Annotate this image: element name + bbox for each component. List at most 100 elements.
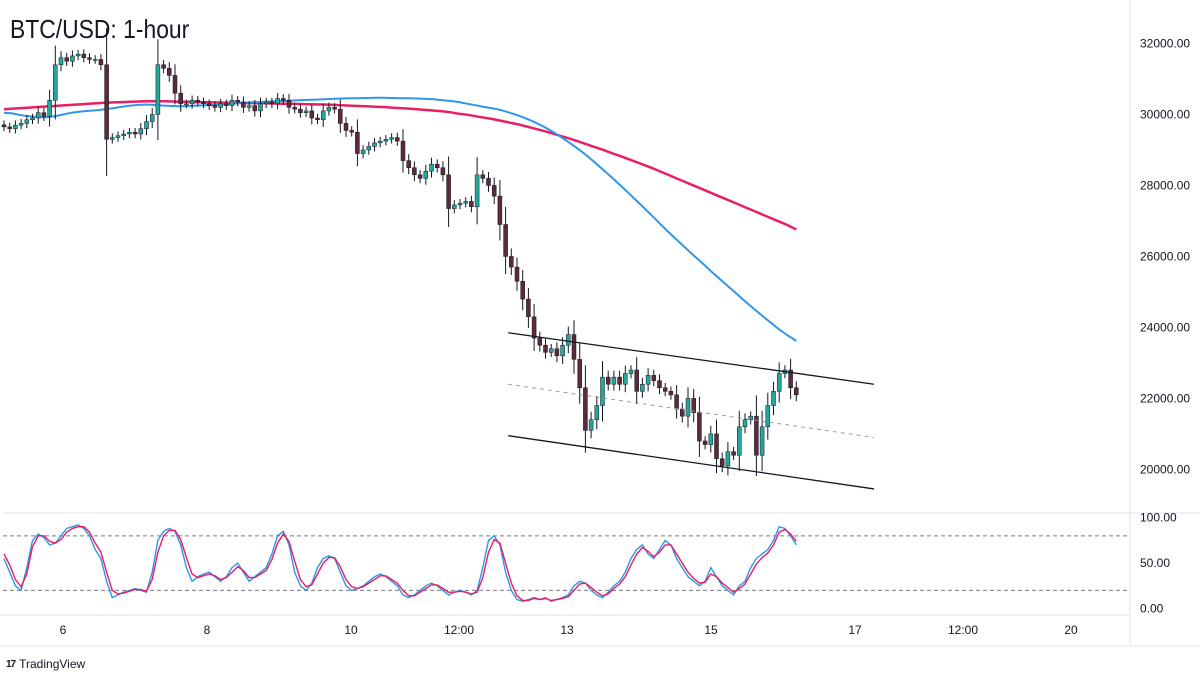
candle [674, 385, 679, 419]
candle [206, 99, 212, 110]
candle [98, 53, 104, 71]
candle-body [429, 163, 434, 172]
candle [765, 392, 771, 440]
candle [440, 161, 446, 182]
candle-body [742, 419, 748, 428]
candle [138, 123, 144, 140]
candle-body [172, 75, 178, 94]
candle [526, 287, 531, 328]
candle-body [434, 163, 440, 168]
candle-body [583, 387, 588, 431]
candle-body [702, 440, 708, 445]
time-tick-label: 6 [60, 623, 67, 637]
candle-body [571, 334, 577, 360]
candle [24, 115, 30, 129]
candle-body [161, 64, 166, 69]
brand: 17 TradingView [6, 657, 85, 671]
candle [315, 113, 320, 125]
candle [480, 170, 486, 184]
candle [189, 95, 195, 109]
candle-body [697, 412, 702, 442]
candle [309, 104, 315, 125]
candle-body [771, 391, 776, 406]
time-tick-label: 10 [344, 623, 358, 637]
candle [161, 59, 166, 74]
candle [281, 94, 286, 105]
candle-body [383, 139, 389, 142]
candle-body [1, 124, 7, 128]
candle [691, 388, 696, 423]
oscillator-tick-label: 100.00 [1140, 511, 1177, 525]
candle [395, 132, 400, 146]
candle-body [719, 458, 725, 467]
candle-body [281, 98, 286, 101]
candle-body [634, 369, 639, 392]
candle [224, 99, 229, 110]
candle [566, 326, 571, 354]
candle [731, 446, 736, 461]
candle [423, 164, 429, 185]
time-tick-label: 15 [704, 623, 718, 637]
candle-body [725, 451, 731, 467]
candle [628, 365, 634, 379]
candle-body [178, 92, 183, 105]
candle [577, 343, 582, 404]
candle-body [298, 108, 303, 113]
candle-body [457, 202, 463, 206]
candles [1, 28, 799, 476]
candle [668, 386, 674, 400]
candle [286, 93, 292, 114]
candle [47, 89, 52, 127]
candle-body [526, 298, 531, 318]
candle-body [537, 337, 543, 346]
candle-body [486, 178, 491, 186]
candle-body [366, 146, 372, 151]
candle-body [218, 103, 223, 108]
candle-body [127, 131, 132, 135]
candle [81, 49, 87, 63]
candle-body [657, 380, 662, 389]
candle-body [674, 394, 679, 410]
candle [212, 101, 218, 112]
candle [600, 361, 605, 422]
candle-body [463, 201, 468, 204]
candle-body [252, 105, 258, 112]
candle-body [645, 375, 651, 385]
candle-body [309, 110, 315, 119]
candle-body [417, 174, 423, 179]
candle [343, 116, 349, 137]
candle [560, 337, 565, 364]
candle-body [446, 174, 451, 209]
candle [742, 413, 748, 434]
candle [412, 161, 417, 182]
candle [70, 50, 75, 67]
time-tick-label: 12:00 [444, 623, 474, 637]
candle [13, 120, 18, 134]
candle-body [748, 415, 753, 420]
stochastic-panel [3, 524, 1130, 603]
candle-body [184, 103, 189, 106]
candle [35, 107, 41, 124]
candle-body [509, 256, 514, 268]
candle-body [714, 433, 719, 460]
candle [737, 410, 742, 472]
descending-channel [508, 332, 875, 490]
candle [366, 141, 372, 155]
candle [503, 206, 508, 275]
candle [246, 101, 252, 112]
chart-title: BTC/USD: 1-hour [10, 14, 190, 44]
candle [269, 97, 275, 109]
candle-body [474, 174, 480, 208]
candle-body [400, 140, 406, 161]
candle [469, 195, 474, 213]
candle-body [58, 57, 64, 66]
candle [645, 368, 651, 392]
candle-body [115, 135, 121, 138]
tradingview-logo-icon: 17 [6, 658, 16, 670]
candle [520, 270, 525, 311]
candle-body [617, 376, 622, 385]
candle [149, 108, 155, 128]
candle-body [332, 107, 337, 110]
candle-body [543, 344, 548, 353]
